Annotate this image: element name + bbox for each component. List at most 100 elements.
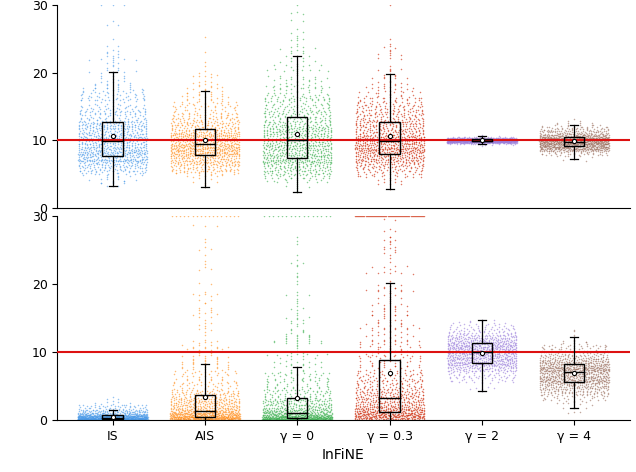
Point xyxy=(114,415,125,422)
Point xyxy=(93,146,104,154)
Point xyxy=(293,411,303,418)
Point xyxy=(167,156,177,164)
Point xyxy=(76,406,86,414)
Point xyxy=(205,373,216,381)
Point xyxy=(590,138,600,146)
Point xyxy=(296,153,306,161)
Point xyxy=(406,119,416,127)
Point xyxy=(408,406,418,413)
Point xyxy=(94,405,104,412)
Point xyxy=(494,335,504,342)
Point xyxy=(113,76,123,84)
Point xyxy=(391,146,401,154)
Point xyxy=(200,365,210,372)
Point xyxy=(100,416,110,424)
Point xyxy=(102,21,112,29)
Point xyxy=(562,372,572,380)
Point xyxy=(266,157,276,164)
Point xyxy=(114,416,124,423)
Point xyxy=(195,126,205,134)
Point xyxy=(574,365,584,373)
Point xyxy=(477,135,487,142)
Point xyxy=(391,135,401,142)
Point xyxy=(269,371,279,379)
Point xyxy=(273,399,284,407)
Point xyxy=(400,127,410,135)
Point xyxy=(130,156,140,164)
Point xyxy=(464,372,474,379)
Point xyxy=(593,355,603,362)
Point xyxy=(286,121,296,129)
Point xyxy=(211,390,221,398)
Point xyxy=(495,358,505,365)
Point xyxy=(553,373,563,380)
Point xyxy=(382,166,392,173)
Point xyxy=(464,354,474,362)
Point xyxy=(493,350,503,358)
Point xyxy=(167,149,177,157)
Point xyxy=(261,167,272,175)
Point xyxy=(393,106,403,113)
Point xyxy=(543,141,553,148)
Point xyxy=(536,347,546,354)
Point xyxy=(197,387,207,395)
Point xyxy=(466,138,476,146)
Point xyxy=(88,127,98,135)
Point xyxy=(600,345,610,353)
Point xyxy=(372,400,382,407)
Point xyxy=(322,151,332,159)
Point xyxy=(198,149,209,157)
Point xyxy=(193,398,204,406)
Point xyxy=(417,164,427,171)
Point xyxy=(284,126,294,133)
Point xyxy=(195,378,205,386)
Point xyxy=(102,158,112,165)
Point xyxy=(453,135,464,142)
Point xyxy=(94,416,104,423)
Point xyxy=(294,402,304,409)
Point xyxy=(142,147,152,154)
Point xyxy=(141,117,151,124)
Point xyxy=(100,412,110,419)
Point xyxy=(467,377,477,384)
Point xyxy=(133,145,143,152)
Point xyxy=(509,354,519,362)
Point xyxy=(471,342,481,350)
Point xyxy=(74,416,85,423)
Point xyxy=(106,129,116,136)
Point xyxy=(460,351,471,359)
Point xyxy=(223,410,233,417)
Point xyxy=(219,128,230,135)
Point xyxy=(231,136,241,144)
Point xyxy=(76,414,86,422)
Point xyxy=(480,332,490,339)
Point xyxy=(393,159,403,167)
Point xyxy=(566,357,576,365)
Point xyxy=(480,135,490,142)
Point xyxy=(385,407,395,414)
Point xyxy=(205,84,216,91)
Point xyxy=(406,146,417,153)
Point xyxy=(265,415,275,423)
Point xyxy=(544,142,554,150)
Point xyxy=(200,181,210,189)
Point xyxy=(388,409,398,416)
Point xyxy=(104,413,114,420)
Point xyxy=(485,349,495,356)
Point xyxy=(370,150,380,157)
Point xyxy=(506,140,516,147)
Point xyxy=(183,115,193,123)
Point xyxy=(417,124,427,132)
Point xyxy=(417,109,427,117)
Point xyxy=(184,112,195,120)
Point xyxy=(284,413,294,421)
Point xyxy=(595,127,605,135)
Point xyxy=(120,414,130,422)
Point xyxy=(576,129,586,137)
Point xyxy=(102,398,112,405)
Point xyxy=(304,358,314,366)
Point xyxy=(232,416,242,423)
Point xyxy=(464,137,474,144)
Point xyxy=(481,138,492,146)
Point xyxy=(450,135,460,143)
